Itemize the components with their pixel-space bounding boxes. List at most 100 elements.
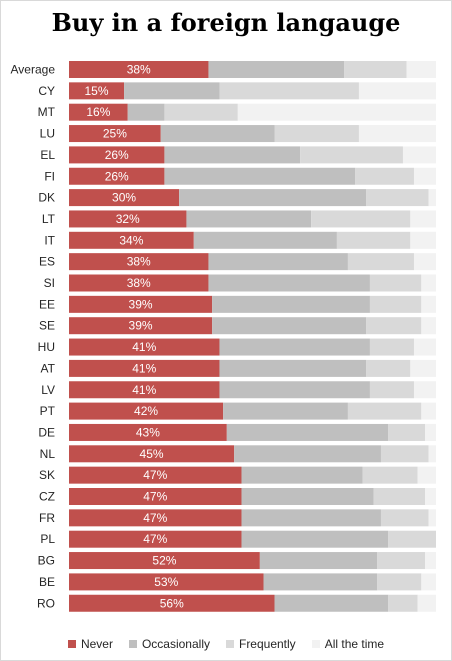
bar-occasionally-bg (259, 552, 378, 570)
bar-all-the-time-lt (410, 210, 436, 228)
category-label-pl: PL (40, 532, 55, 546)
data-label-si: 38% (127, 276, 151, 290)
data-label-cz: 47% (143, 490, 167, 504)
bar-all-the-time-bg (424, 552, 436, 570)
bar-frequently-fi (355, 167, 414, 185)
legend-swatch-all-the-time (311, 640, 320, 648)
bar-all-the-time-ro (417, 594, 436, 612)
bar-frequently-el (300, 146, 403, 164)
legend-item-all-the-time: All the time (311, 637, 385, 651)
bar-occasionally-average (208, 61, 345, 78)
data-label-hu: 41% (132, 340, 156, 354)
category-label-fr: FR (39, 511, 55, 525)
bar-all-the-time-at (410, 359, 436, 377)
legend-label-frequently: Frequently (238, 637, 296, 651)
data-label-at: 41% (132, 361, 156, 375)
bar-all-the-time-pt (421, 402, 436, 420)
data-label-lv: 41% (132, 383, 156, 397)
bars-group: Average 38% CY 15% MT 16% LU 25% EL 26% FI 26% DK 30%… (11, 61, 436, 612)
bar-frequently-ro (388, 594, 418, 612)
bar-all-the-time-average (406, 61, 436, 78)
bar-never-nl (69, 445, 235, 463)
legend-item-occasionally: Occasionally (128, 637, 210, 651)
bar-occasionally-es (208, 253, 348, 271)
bar-never-de (69, 423, 227, 441)
bar-never-cy (69, 82, 125, 100)
bar-frequently-cy (219, 82, 359, 100)
bar-occasionally-si (208, 274, 370, 292)
category-label-ro: RO (37, 596, 55, 610)
bar-never-be (69, 573, 264, 591)
bar-frequently-lt (311, 210, 411, 228)
bar-frequently-it (336, 231, 411, 249)
category-label-it: IT (44, 233, 55, 247)
data-label-pt: 42% (134, 404, 158, 418)
data-label-lu: 25% (103, 127, 127, 141)
bar-frequently-ee (369, 295, 422, 313)
bar-never-cz (69, 488, 242, 505)
data-label-ee: 39% (129, 297, 153, 311)
legend-label-all-the-time: All the time (324, 637, 385, 651)
category-label-de: DE (38, 425, 55, 439)
bar-never-fi (69, 167, 165, 185)
bar-all-the-time-de (424, 423, 436, 441)
bar-never-average (69, 61, 209, 78)
data-label-fr: 47% (143, 511, 167, 525)
data-label-average: 38% (127, 63, 151, 77)
data-label-it: 34% (119, 233, 143, 247)
bar-frequently-average (344, 61, 407, 78)
bar-frequently-sk (362, 466, 418, 484)
bar-frequently-pl (388, 530, 436, 548)
data-label-ro: 56% (160, 596, 184, 610)
bar-frequently-de (388, 423, 425, 441)
bar-frequently-cz (373, 488, 425, 505)
data-label-cy: 15% (85, 84, 109, 98)
bar-occasionally-de (226, 423, 389, 441)
data-label-bg: 52% (152, 554, 176, 568)
bar-frequently-fr (380, 509, 429, 527)
bar-frequently-pt (347, 402, 422, 420)
category-label-average: Average (11, 63, 56, 77)
category-label-bg: BG (38, 554, 55, 568)
bar-never-sk (69, 466, 242, 484)
bar-all-the-time-se (421, 317, 436, 335)
bar-occasionally-cy (124, 82, 220, 100)
bar-frequently-bg (377, 552, 425, 570)
bar-occasionally-fi (164, 167, 356, 185)
bar-occasionally-it (193, 231, 337, 249)
bar-frequently-lv (369, 381, 414, 399)
bar-never-pt (69, 402, 224, 420)
bar-never-hu (69, 338, 220, 356)
bar-occasionally-lu (160, 125, 275, 143)
bar-all-the-time-nl (428, 445, 436, 463)
data-label-de: 43% (136, 425, 160, 439)
category-label-lv: LV (41, 383, 55, 397)
bar-never-dk (69, 189, 180, 207)
category-label-es: ES (39, 255, 55, 269)
bar-never-lu (69, 125, 161, 143)
bar-never-lv (69, 381, 220, 399)
bar-occasionally-ro (274, 594, 389, 612)
category-label-ee: EE (39, 297, 55, 311)
bar-all-the-time-be (421, 573, 436, 591)
category-label-pt: PT (40, 404, 56, 418)
category-label-dk: DK (38, 191, 55, 205)
bar-frequently-mt (164, 103, 238, 121)
bar-occasionally-cz (241, 488, 374, 505)
legend-label-never: Never (80, 637, 113, 651)
bar-occasionally-pl (241, 530, 389, 548)
bar-occasionally-se (212, 317, 367, 335)
bar-occasionally-pt (223, 402, 348, 420)
bar-occasionally-nl (234, 445, 381, 463)
bar-frequently-hu (369, 338, 414, 356)
bar-frequently-lu (274, 125, 359, 143)
category-label-sk: SK (39, 468, 55, 482)
data-label-nl: 45% (140, 447, 164, 461)
bar-never-pl (69, 530, 242, 548)
legend: Never Occasionally Frequently All the time (0, 637, 452, 651)
bar-never-el (69, 146, 165, 164)
bar-never-se (69, 317, 213, 335)
bar-occasionally-be (263, 573, 378, 591)
legend-swatch-never (67, 640, 76, 648)
